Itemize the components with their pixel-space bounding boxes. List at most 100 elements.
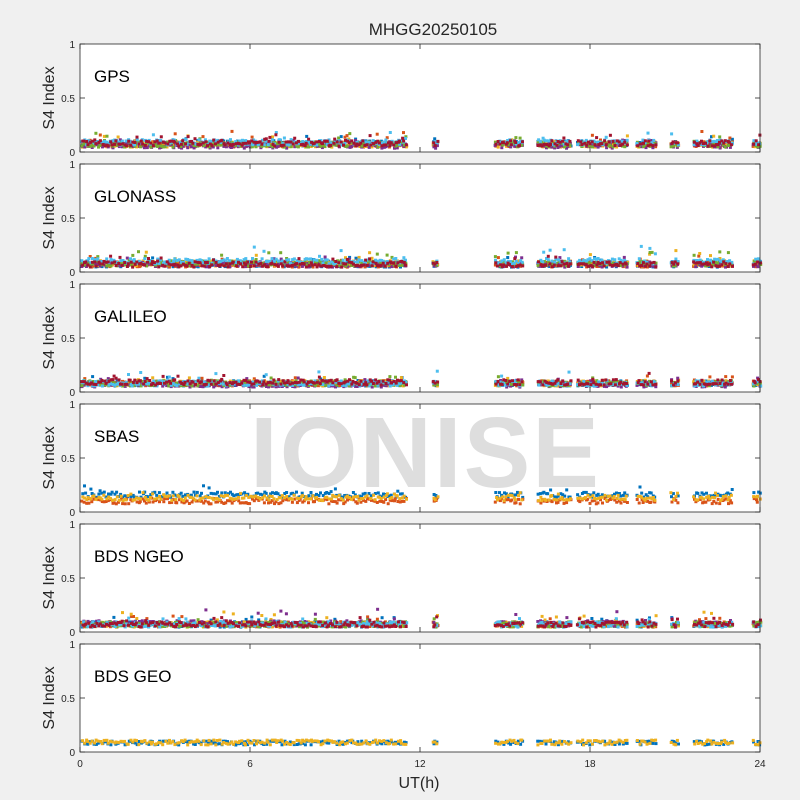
data-point [724, 375, 728, 379]
data-point [335, 383, 339, 387]
data-point [315, 143, 319, 147]
data-point [154, 143, 157, 147]
data-point [228, 262, 232, 266]
data-point [276, 144, 280, 148]
series-7 [81, 133, 762, 148]
data-point [648, 260, 652, 264]
data-point [299, 143, 303, 147]
data-point [590, 140, 594, 144]
data-point [285, 258, 288, 262]
data-point [226, 263, 230, 267]
data-point [123, 263, 127, 267]
data-point [114, 264, 118, 267]
data-point [245, 377, 249, 381]
data-point [135, 138, 139, 142]
data-point [288, 261, 292, 265]
data-point [198, 385, 202, 388]
data-point [141, 259, 145, 263]
data-point [729, 262, 733, 266]
data-point [143, 143, 147, 147]
data-point [645, 374, 649, 378]
data-point [335, 265, 339, 269]
data-point [588, 143, 592, 147]
data-point [216, 138, 220, 142]
data-point [220, 261, 223, 265]
data-point [654, 385, 658, 389]
data-point [595, 379, 599, 383]
data-point [502, 141, 505, 145]
data-point [577, 262, 581, 266]
scatter-points [80, 244, 763, 269]
data-point [139, 142, 143, 145]
data-point [179, 141, 183, 144]
data-point [548, 248, 552, 252]
data-point [710, 265, 714, 269]
data-point [343, 378, 347, 382]
data-point [117, 262, 121, 265]
data-point [694, 261, 698, 265]
data-point [261, 140, 265, 144]
data-point [611, 264, 615, 267]
data-point [724, 262, 728, 266]
data-point [170, 379, 174, 383]
data-point [183, 263, 187, 267]
data-point [558, 144, 562, 148]
data-point [586, 264, 590, 268]
data-point [554, 257, 558, 261]
data-point [704, 141, 707, 145]
data-point [311, 144, 315, 148]
data-point [94, 142, 98, 146]
data-point [436, 139, 440, 143]
data-point [389, 261, 393, 265]
data-point [670, 261, 674, 265]
data-point [347, 263, 351, 267]
data-point [374, 140, 378, 144]
data-point [339, 259, 343, 263]
data-point [339, 143, 343, 147]
data-point [344, 262, 347, 266]
data-point [101, 143, 105, 146]
data-point [145, 146, 149, 150]
data-point [386, 261, 390, 265]
data-point [509, 145, 513, 149]
data-point [190, 140, 193, 143]
data-point [122, 145, 126, 149]
data-point [260, 144, 264, 148]
data-point [80, 262, 84, 265]
data-point [163, 260, 166, 264]
data-point [502, 258, 506, 262]
data-point [673, 260, 677, 264]
data-point [232, 263, 236, 266]
data-point [89, 261, 93, 265]
data-point [291, 380, 295, 384]
data-point [368, 257, 372, 261]
data-point [380, 259, 384, 262]
data-point [199, 142, 203, 146]
data-point [321, 261, 325, 265]
data-point [556, 146, 560, 149]
data-point [244, 265, 248, 269]
data-point [271, 142, 275, 146]
data-point [153, 140, 157, 144]
data-point [397, 139, 401, 143]
data-point [692, 263, 696, 267]
data-point [500, 143, 504, 147]
data-point [556, 264, 560, 268]
data-point [622, 255, 626, 259]
data-point [289, 138, 293, 142]
data-point [504, 261, 508, 265]
data-point [173, 132, 177, 136]
data-point [728, 136, 732, 140]
data-point [498, 261, 502, 265]
data-point [720, 263, 724, 267]
data-point [197, 138, 201, 142]
data-point [363, 265, 367, 269]
data-point [330, 260, 334, 264]
data-point [596, 140, 600, 144]
data-point [165, 384, 169, 388]
data-point [201, 141, 205, 145]
data-point [646, 142, 650, 146]
data-point [516, 264, 520, 268]
data-point [167, 260, 171, 264]
